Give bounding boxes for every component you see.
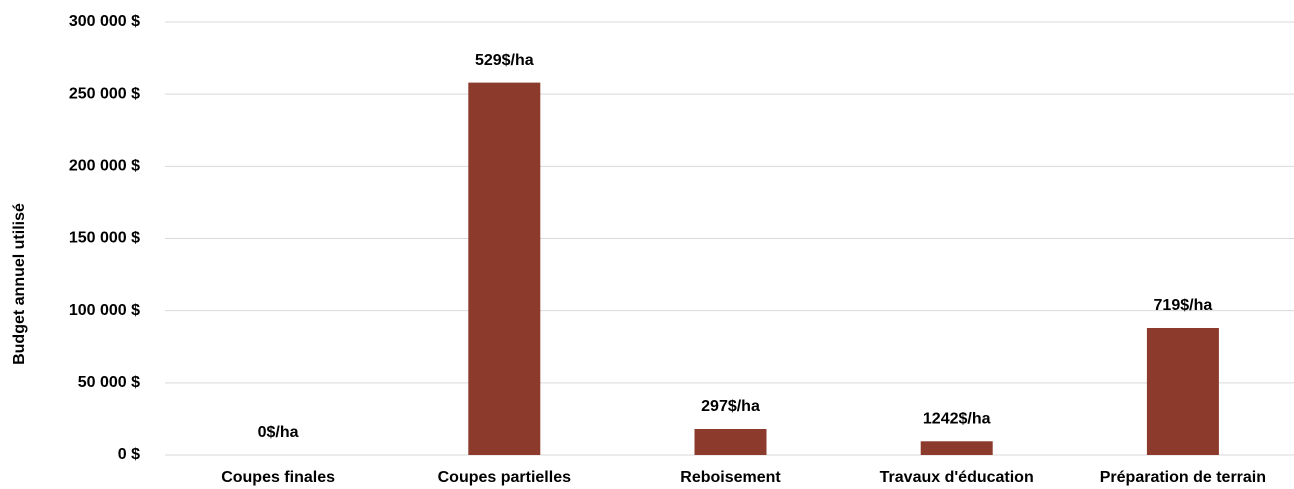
x-tick-label: Préparation de terrain [1100,469,1266,486]
y-tick-label: 300 000 $ [69,13,140,30]
x-tick-label: Reboisement [680,469,781,486]
bar [1146,327,1219,455]
bar-annotation: 529$/ha [475,52,534,69]
bar-annotation: 1242$/ha [923,411,991,428]
x-tick-label: Coupes finales [221,469,335,486]
y-axis-label: Budget annuel utilisé [11,203,28,365]
bar-annotation: 719$/ha [1154,297,1213,314]
x-tick-label: Travaux d'éducation [880,469,1034,486]
bar [694,429,767,455]
bar-annotation: 0$/ha [258,424,299,441]
bar-annotation: 297$/ha [701,398,760,415]
y-tick-label: 0 $ [118,446,140,463]
x-tick-label: Coupes partielles [438,469,571,486]
y-tick-label: 200 000 $ [69,158,140,175]
y-tick-label: 150 000 $ [69,230,140,247]
y-tick-label: 250 000 $ [69,85,140,102]
bar [920,441,993,455]
bar [468,82,541,456]
y-tick-label: 100 000 $ [69,302,140,319]
y-tick-label: 50 000 $ [78,374,140,391]
